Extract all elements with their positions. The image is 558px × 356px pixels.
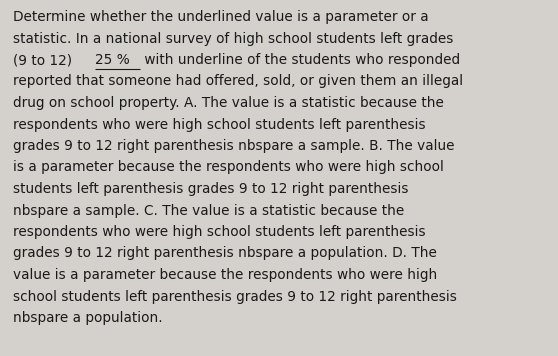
Text: 25 %: 25 % (95, 53, 129, 67)
Text: nbspare a sample. C. The value is a statistic because the: nbspare a sample. C. The value is a stat… (13, 204, 404, 218)
Text: value is a parameter because the respondents who were high: value is a parameter because the respond… (13, 268, 437, 282)
Text: is a parameter because the respondents who were high school: is a parameter because the respondents w… (13, 161, 444, 174)
Text: school students left parenthesis grades 9 to 12 right parenthesis: school students left parenthesis grades … (13, 289, 457, 304)
Text: with underline of the students who responded: with underline of the students who respo… (140, 53, 460, 67)
Text: respondents who were high school students left parenthesis: respondents who were high school student… (13, 225, 426, 239)
Text: statistic. In a national survey of high school students left grades: statistic. In a national survey of high … (13, 31, 453, 46)
Text: Determine whether the underlined value is a parameter or a: Determine whether the underlined value i… (13, 10, 429, 24)
Text: (9 to 12): (9 to 12) (13, 53, 76, 67)
Text: nbspare a population.: nbspare a population. (13, 311, 162, 325)
Text: respondents who were high school students left parenthesis: respondents who were high school student… (13, 117, 426, 131)
Text: grades 9 to 12 right parenthesis nbspare a sample. B. The value: grades 9 to 12 right parenthesis nbspare… (13, 139, 455, 153)
Text: students left parenthesis grades 9 to 12 right parenthesis: students left parenthesis grades 9 to 12… (13, 182, 408, 196)
Text: reported that someone had offered, sold, or given them an illegal: reported that someone had offered, sold,… (13, 74, 463, 89)
Text: grades 9 to 12 right parenthesis nbspare a population. D. The: grades 9 to 12 right parenthesis nbspare… (13, 246, 437, 261)
Text: drug on school property. A. The value is a statistic because the: drug on school property. A. The value is… (13, 96, 444, 110)
